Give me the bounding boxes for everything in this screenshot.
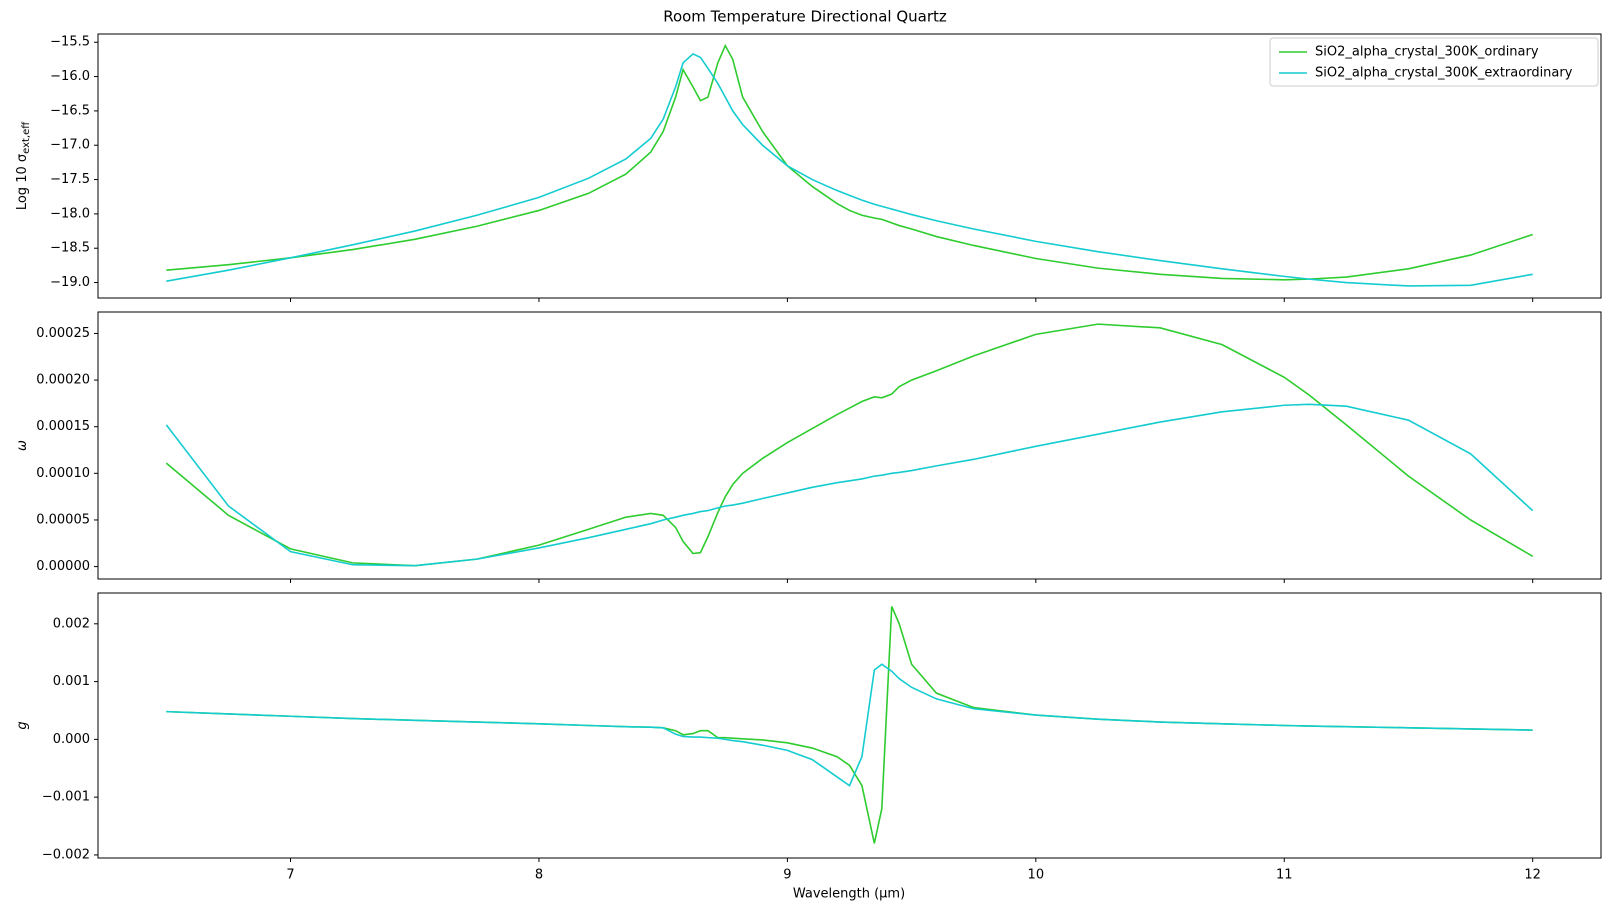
data-line [166,663,1533,787]
data-line [166,52,1533,287]
y-tick-label: 0.001 [53,674,90,689]
y-axis-label-main: g [15,721,30,729]
y-tick-label: 0.00015 [36,419,90,434]
y-axis-label-main: Log 10 σ [15,154,30,210]
data-line [165,323,1534,567]
y-axis-label-subscript: ext,eff [21,121,32,154]
x-tick-label: 9 [783,868,791,883]
y-tick-label: −18.5 [50,241,90,256]
data-line [165,403,1534,567]
y-tick-label: 0.00020 [36,373,90,388]
x-tick-label: 8 [535,868,543,883]
y-tick-label: −15.5 [50,35,90,50]
y-axis-label: Log 10 σext,eff [15,121,33,210]
plot-area [166,43,1533,287]
plot-area [165,323,1534,567]
y-tick-label: 0.00010 [36,466,90,481]
x-tick-label: 12 [1524,868,1541,883]
y-tick-label: −19.0 [50,275,90,290]
y-tick-label: 0.000 [53,732,90,747]
legend-box [1269,37,1599,87]
chart-title: Room Temperature Directional Quartz [663,8,947,26]
axes-frame [97,592,1602,859]
y-tick-label: −0.002 [42,847,90,862]
x-tick-label: 11 [1276,868,1293,883]
y-tick-label: 0.002 [53,616,90,631]
y-tick-label: 0.00025 [36,326,90,341]
legend-label: SiO2_alpha_crystal_300K_ordinary [1315,45,1539,60]
y-tick-label: −0.001 [42,790,90,805]
legend-label: SiO2_alpha_crystal_300K_extraordinary [1315,66,1573,81]
y-tick-label: 0.00000 [36,559,90,574]
y-tick-label: −17.0 [50,138,90,153]
x-axis-label: Wavelength (μm) [793,887,905,902]
y-axis-label-main: ω [15,440,30,451]
y-tick-label: −16.5 [50,103,90,118]
y-tick-label: 0.00005 [36,512,90,527]
y-axis-label: g [15,721,30,729]
x-tick-label: 10 [1028,868,1045,883]
x-tick-label: 7 [286,868,294,883]
y-tick-label: −18.0 [50,206,90,221]
axes-frame [97,311,1602,580]
plot-area [166,606,1533,844]
y-tick-label: −17.5 [50,172,90,187]
axes-frame [97,33,1602,299]
y-tick-label: −16.0 [50,69,90,84]
y-axis-label: ω [15,440,30,451]
data-line [166,606,1533,844]
